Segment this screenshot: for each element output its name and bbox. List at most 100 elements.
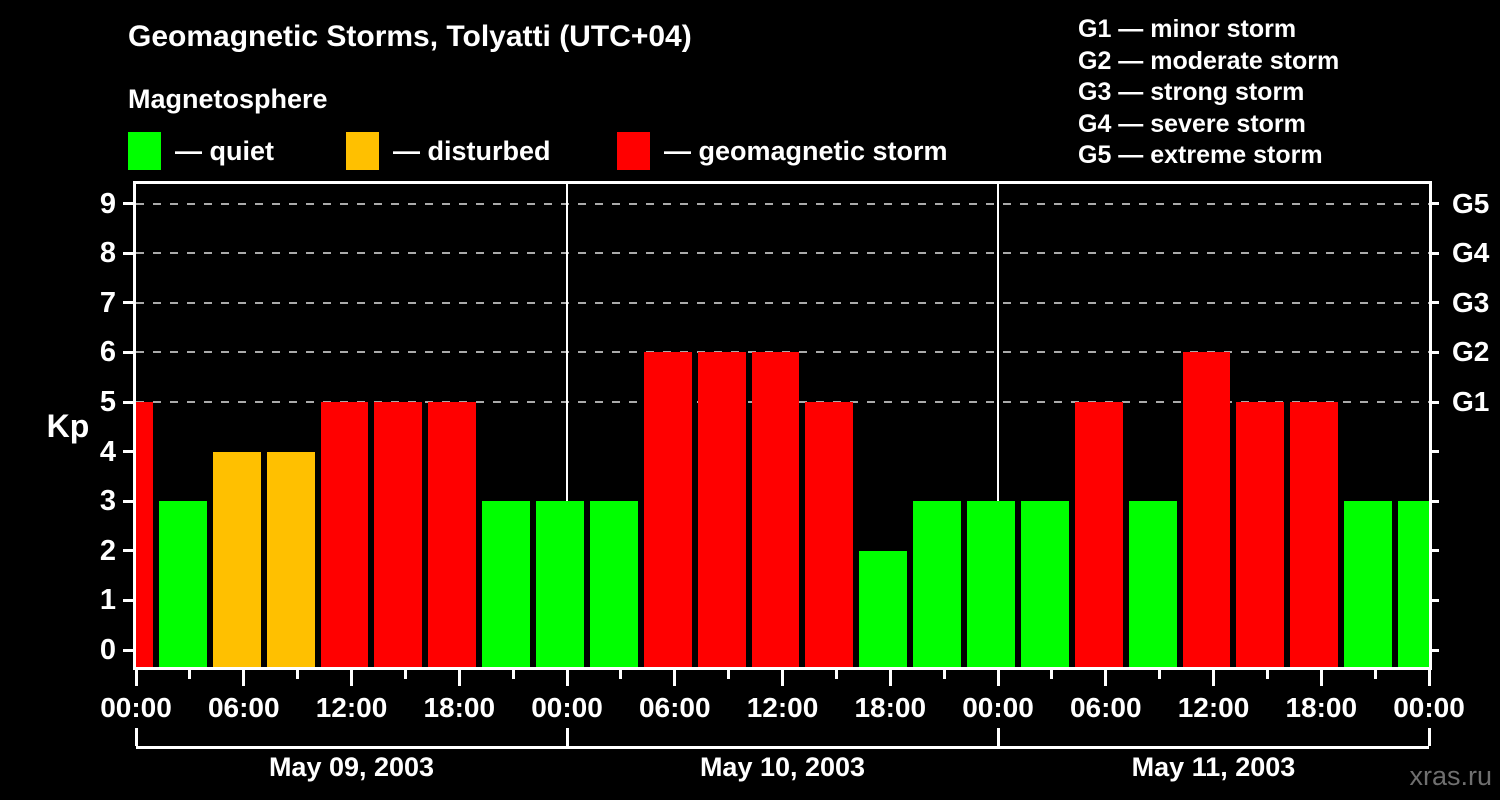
kp-bar xyxy=(1290,402,1339,667)
kp-bar xyxy=(1128,501,1177,667)
y-axis-label: 4 xyxy=(99,435,116,468)
g-axis-label: G5 xyxy=(1452,187,1490,219)
y-axis-tick xyxy=(123,202,133,206)
y-axis-tick xyxy=(123,350,133,354)
plot-area xyxy=(133,181,1432,670)
page-title: Geomagnetic Storms, Tolyatti (UTC+04) xyxy=(128,20,692,53)
x-axis-major-tick xyxy=(1212,670,1215,686)
x-axis-label: 12:00 xyxy=(746,692,819,723)
y-axis-tick xyxy=(123,648,133,652)
date-band-tick xyxy=(996,728,1000,746)
disturbed-swatch xyxy=(346,132,379,170)
y-axis-tick xyxy=(123,549,133,553)
x-axis-minor-tick xyxy=(1050,670,1054,679)
y-axis-tick xyxy=(123,301,133,305)
x-axis-major-tick xyxy=(1427,670,1431,686)
y-axis-tick-right xyxy=(1429,648,1439,652)
y-axis-label: 9 xyxy=(99,187,116,220)
g-legend-item: G1 — minor storm xyxy=(1078,15,1297,43)
x-axis-major-tick xyxy=(888,670,892,686)
y-axis-tick xyxy=(123,598,133,602)
kp-bar xyxy=(1074,402,1123,667)
kp-bar xyxy=(1236,402,1285,667)
kp-bar xyxy=(536,501,584,667)
g-axis-label: G2 xyxy=(1452,336,1490,368)
x-axis-label: 00:00 xyxy=(531,692,603,723)
date-band-tick xyxy=(565,728,569,746)
g-legend-item: G2 — moderate storm xyxy=(1078,46,1340,75)
kp-bar xyxy=(1182,352,1231,667)
kp-bar xyxy=(1020,501,1069,667)
y-axis-label: 8 xyxy=(99,237,116,270)
y-axis-title: Kp xyxy=(46,408,90,444)
y-axis-tick-right xyxy=(1429,598,1439,602)
x-axis-label: 00:00 xyxy=(100,692,172,723)
x-axis-major-tick xyxy=(673,670,677,686)
x-axis-label: 06:00 xyxy=(1069,692,1142,723)
g-legend-item: G5 — extreme storm xyxy=(1078,141,1323,169)
y-axis-tick xyxy=(123,400,133,404)
y-axis-label: 1 xyxy=(99,584,116,617)
day-divider-line xyxy=(565,184,569,667)
kp-bar xyxy=(266,451,315,667)
kp-bar xyxy=(428,402,477,667)
x-axis-minor-tick xyxy=(1265,670,1269,679)
date-band-tick xyxy=(134,728,138,746)
y-axis-tick-right xyxy=(1429,499,1439,503)
x-axis-major-tick xyxy=(1319,670,1323,686)
x-axis-label: 18:00 xyxy=(423,692,496,723)
legend-label: — disturbed xyxy=(393,135,551,166)
y-axis-tick-right xyxy=(1429,350,1439,354)
x-axis-minor-tick xyxy=(834,670,838,679)
kp-bar xyxy=(643,352,692,667)
g-axis-label: G4 xyxy=(1452,237,1490,269)
x-axis-minor-tick xyxy=(188,670,192,679)
x-axis-label: 12:00 xyxy=(315,692,388,723)
day-divider-line xyxy=(996,184,1000,667)
y-axis-tick-right xyxy=(1429,400,1439,404)
y-axis-tick-right xyxy=(1429,301,1439,305)
y-axis-label: 6 xyxy=(99,336,116,369)
date-band-line xyxy=(136,746,1429,749)
storm-swatch xyxy=(617,132,650,170)
kp-bar xyxy=(913,501,962,667)
y-axis-label: 7 xyxy=(99,286,116,319)
y-axis-label: 5 xyxy=(99,386,116,418)
x-axis-label: 06:00 xyxy=(207,692,280,723)
kp-bar xyxy=(374,402,423,667)
g-legend-item: G3 — strong storm xyxy=(1078,78,1305,106)
x-axis-minor-tick xyxy=(296,670,300,679)
gridline-kp6 xyxy=(136,351,1429,354)
kp-bar xyxy=(751,352,800,667)
g-axis-label: G3 xyxy=(1452,286,1490,318)
x-axis-label: 00:00 xyxy=(962,692,1034,723)
x-axis-major-tick xyxy=(350,670,353,686)
y-axis-tick xyxy=(123,251,133,255)
x-axis-minor-tick xyxy=(727,670,731,679)
gridline-kp9 xyxy=(136,202,1429,205)
x-axis-label: 18:00 xyxy=(1285,692,1358,723)
x-axis-minor-tick xyxy=(1158,670,1162,679)
y-axis-tick-right xyxy=(1429,450,1439,454)
legend-label: — geomagnetic storm xyxy=(664,135,948,166)
x-axis-minor-tick xyxy=(511,670,515,679)
legend-item: — geomagnetic storm xyxy=(617,131,948,171)
y-axis-tick xyxy=(123,450,133,454)
y-axis-tick-right xyxy=(1429,549,1439,553)
x-axis-major-tick xyxy=(996,670,1000,686)
x-axis-minor-tick xyxy=(619,670,623,679)
quiet-swatch xyxy=(128,132,161,170)
kp-bar xyxy=(482,501,531,667)
y-axis-tick-right xyxy=(1429,251,1439,255)
kp-bar xyxy=(212,451,261,667)
plot-inner xyxy=(136,184,1429,667)
y-axis-label: 3 xyxy=(99,485,116,518)
x-axis-major-tick xyxy=(565,670,569,686)
kp-bar xyxy=(158,501,207,667)
gridline-kp8 xyxy=(136,252,1429,255)
x-axis-label: 06:00 xyxy=(638,692,711,723)
legend-item: — quiet xyxy=(128,131,274,171)
x-axis-major-tick xyxy=(242,670,246,686)
x-axis-minor-tick xyxy=(403,670,407,679)
legend-label: — quiet xyxy=(175,135,274,166)
